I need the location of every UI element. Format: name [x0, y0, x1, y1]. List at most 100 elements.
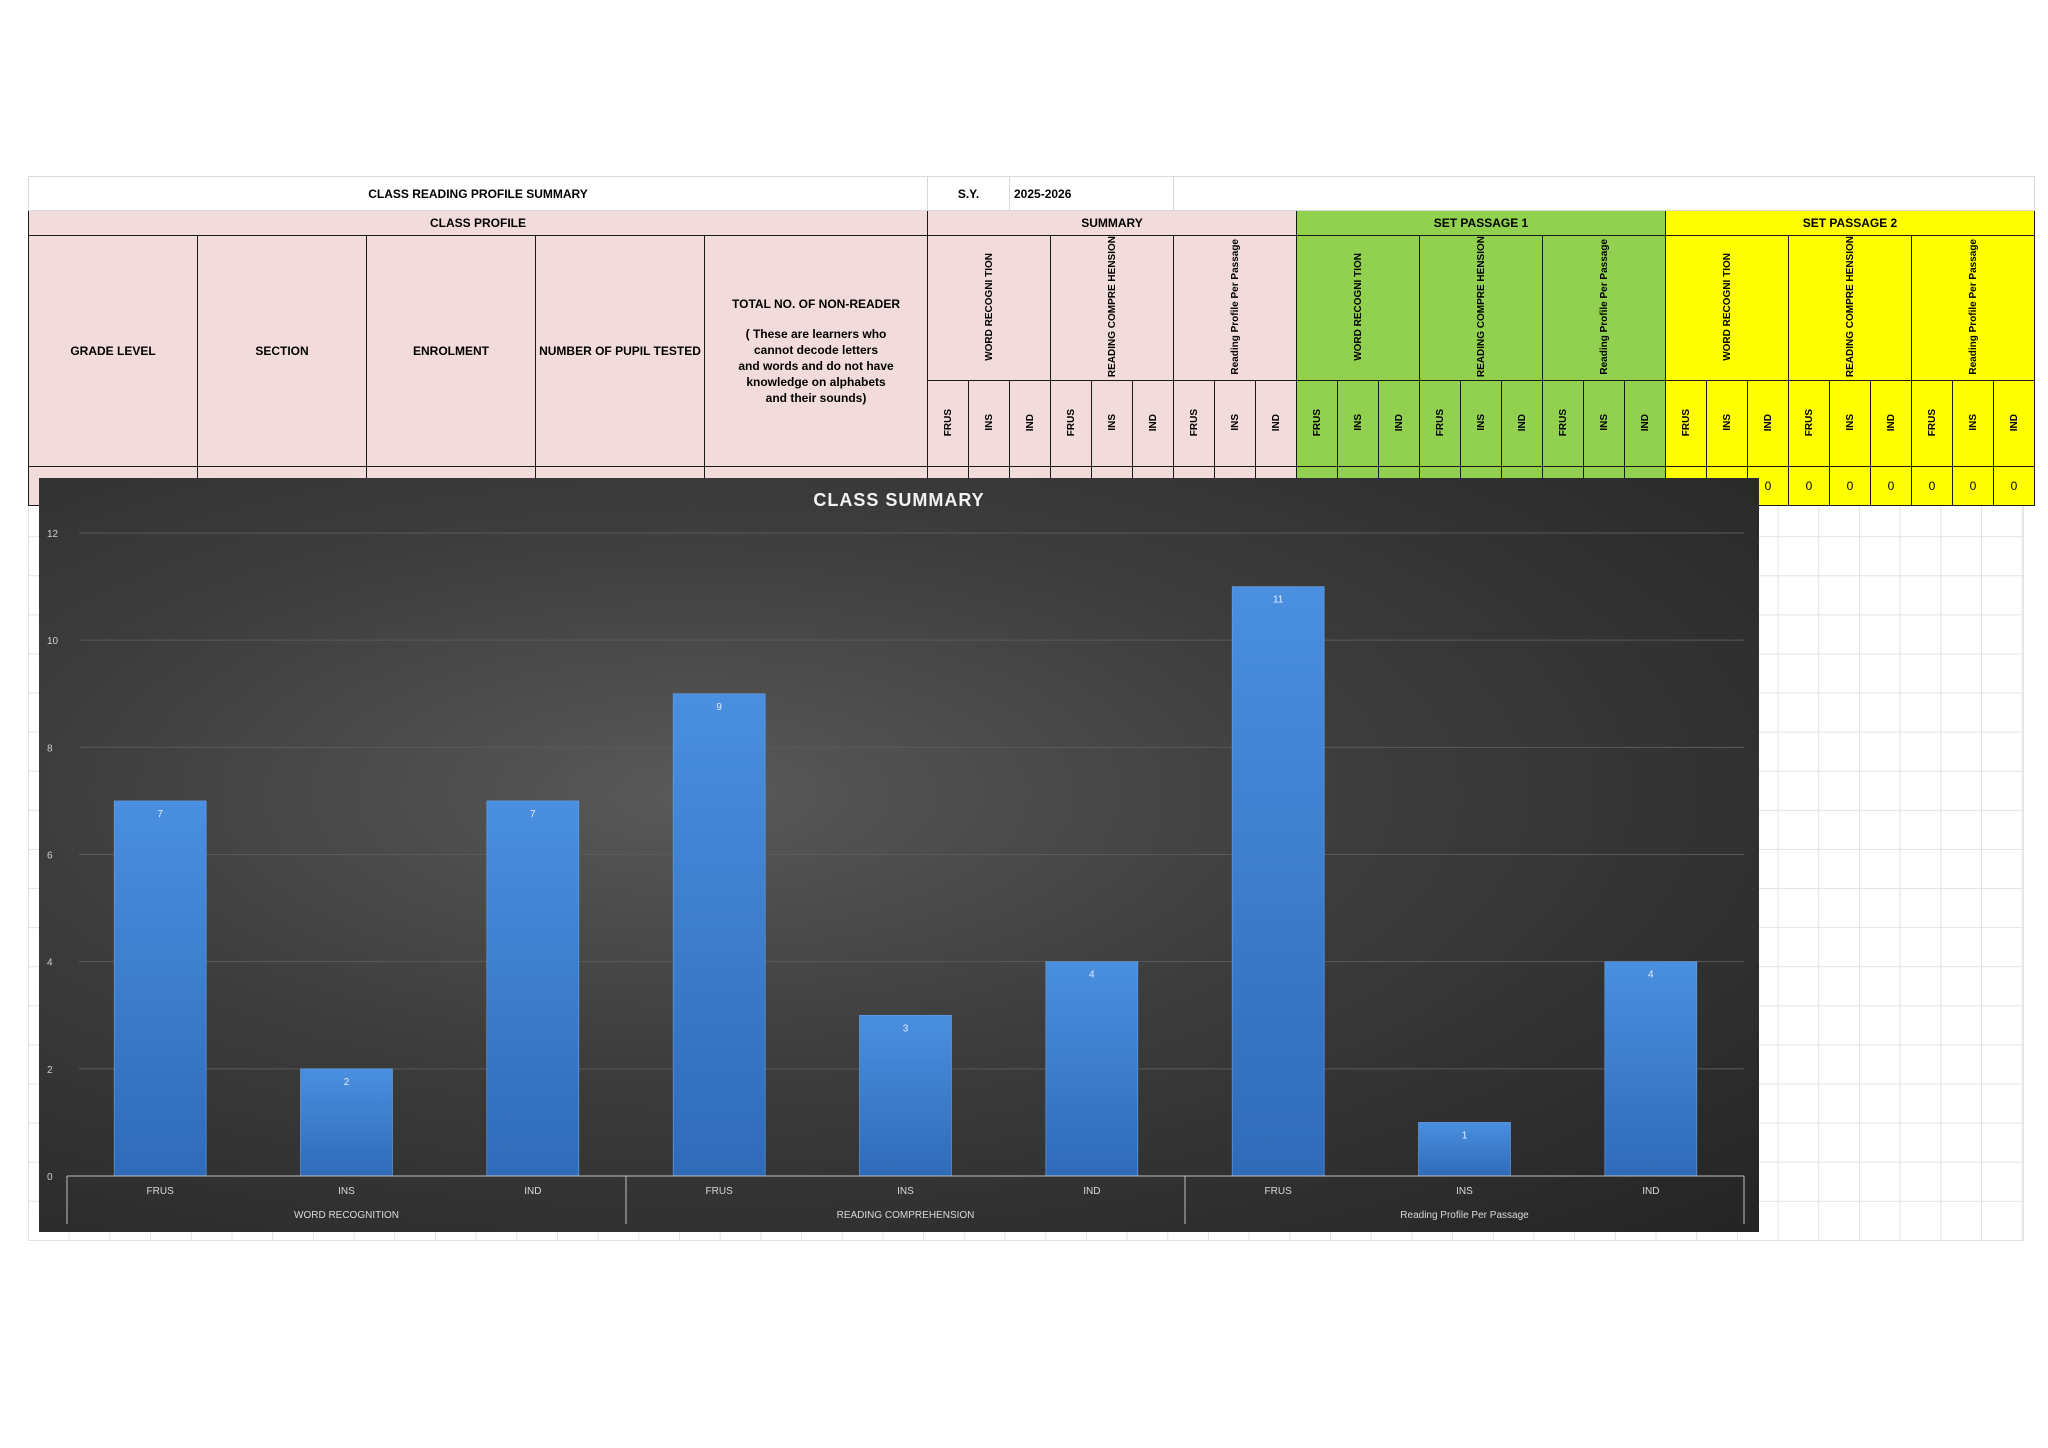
sub-header-ind: IND — [1993, 380, 2035, 468]
summary-reading-profile-header: Reading Profile Per Passage — [1173, 234, 1297, 382]
chart-title: CLASS SUMMARY — [813, 490, 985, 510]
sub-label: IND — [1639, 413, 1651, 431]
bar — [1231, 586, 1325, 1177]
sub-label: FRUS — [1557, 408, 1569, 436]
y-tick-label: 12 — [47, 529, 59, 540]
x-tick-label: IND — [1642, 1186, 1659, 1197]
non-reader-note-line: and words and do not have — [738, 359, 894, 374]
sub-header-frus: FRUS — [1419, 380, 1461, 468]
sub-label: IND — [1393, 413, 1405, 431]
passage2-value-cell[interactable]: 0 — [1829, 466, 1871, 507]
y-tick-label: 6 — [47, 851, 53, 862]
empty-cell — [1173, 176, 2035, 211]
group-label: READING COMPRE HENSION — [1844, 236, 1856, 378]
bar — [672, 693, 766, 1177]
p2-word-recognition-header: WORD RECOGNI TION — [1665, 234, 1789, 382]
set-passage-2-header: SET PASSAGE 2 — [1665, 210, 2035, 236]
sub-label: INS — [1106, 413, 1118, 431]
sub-label: INS — [1598, 413, 1610, 431]
p1-reading-profile-header: Reading Profile Per Passage — [1542, 234, 1666, 382]
bar — [859, 1014, 952, 1177]
class-summary-chart[interactable]: CLASS SUMMARY 0 2 4 6 8 10 12 7 FRUS 2 INS 7 IND 9 FRU… — [39, 478, 1759, 1232]
non-reader-note-line: and their sounds) — [765, 391, 867, 406]
y-tick-label: 10 — [47, 636, 59, 647]
group-label: WORD RECOGNI TION — [1352, 252, 1364, 361]
sub-label: INS — [1475, 413, 1487, 431]
sub-header-ins: INS — [1706, 380, 1748, 468]
grade-level-header: GRADE LEVEL — [28, 234, 198, 468]
group-axis-label: Reading Profile Per Passage — [1400, 1210, 1529, 1221]
x-tick-label: INS — [1456, 1186, 1473, 1197]
bar — [486, 800, 580, 1177]
bar-data-label: 3 — [903, 1023, 909, 1034]
sub-label: INS — [1721, 413, 1733, 431]
sub-header-ind: IND — [1255, 380, 1297, 468]
bar — [1418, 1122, 1511, 1177]
reading-profile-table: CLASS READING PROFILE SUMMARY S.Y. 2025-… — [28, 176, 2035, 507]
sub-label: FRUS — [1680, 408, 1692, 436]
x-tick-label: INS — [897, 1186, 914, 1197]
sub-label: INS — [1844, 413, 1856, 431]
sub-label: IND — [1516, 413, 1528, 431]
bar-data-label: 7 — [530, 809, 536, 820]
bar — [1045, 961, 1139, 1177]
passage2-value-cell[interactable]: 0 — [1911, 466, 1953, 507]
sub-header-ins: INS — [1214, 380, 1256, 468]
passage2-value-cell[interactable]: 0 — [1952, 466, 1994, 507]
bar — [300, 1068, 393, 1177]
sub-header-frus: FRUS — [1173, 380, 1215, 468]
non-reader-note-line: cannot decode letters — [753, 343, 879, 358]
bar — [1604, 961, 1698, 1177]
summary-reading-comprehension-header: READING COMPRE HENSION — [1050, 234, 1174, 382]
bar-data-label: 1 — [1462, 1130, 1468, 1141]
sub-header-frus: FRUS — [1665, 380, 1707, 468]
sub-label: INS — [1967, 413, 1979, 431]
sub-header-ind: IND — [1501, 380, 1543, 468]
chart-plot: 0 2 4 6 8 10 12 7 FRUS 2 INS 7 IND 9 FRUS 3 INS 4 IND 11 FRU… — [47, 529, 1745, 1224]
sub-header-ins: INS — [1337, 380, 1379, 468]
p2-reading-profile-header: Reading Profile Per Passage — [1911, 234, 2035, 382]
group-label: WORD RECOGNI TION — [1721, 252, 1733, 361]
sub-header-ins: INS — [968, 380, 1010, 468]
non-reader-header: TOTAL NO. OF NON-READER ( These are lear… — [704, 234, 928, 468]
passage2-value-cell[interactable]: 0 — [1788, 466, 1830, 507]
passage2-value-cell[interactable]: 0 — [1993, 466, 2035, 507]
bar-data-label: 2 — [344, 1077, 350, 1088]
sub-header-ins: INS — [1952, 380, 1994, 468]
sub-label: IND — [1147, 413, 1159, 431]
sub-header-ins: INS — [1583, 380, 1625, 468]
p1-word-recognition-header: WORD RECOGNI TION — [1296, 234, 1420, 382]
sub-label: FRUS — [1434, 408, 1446, 436]
bar-data-label: 4 — [1648, 970, 1654, 981]
sub-header-frus: FRUS — [927, 380, 969, 468]
sub-label: IND — [1885, 413, 1897, 431]
sub-label: IND — [2008, 413, 2020, 431]
pupils-tested-header: NUMBER OF PUPIL TESTED — [535, 234, 705, 468]
sub-label: FRUS — [1803, 408, 1815, 436]
sub-label: FRUS — [1926, 408, 1938, 436]
sub-header-ins: INS — [1091, 380, 1133, 468]
x-tick-label: FRUS — [706, 1186, 734, 1197]
x-tick-label: IND — [524, 1186, 541, 1197]
passage2-value-cell[interactable]: 0 — [1870, 466, 1912, 507]
sub-label: FRUS — [1065, 408, 1077, 436]
y-tick-label: 0 — [47, 1172, 53, 1183]
group-label: WORD RECOGNI TION — [983, 252, 995, 361]
x-tick-label: FRUS — [147, 1186, 175, 1197]
sub-header-ind: IND — [1624, 380, 1666, 468]
sub-header-ind: IND — [1378, 380, 1420, 468]
bar — [113, 800, 207, 1177]
enrolment-header: ENROLMENT — [366, 234, 536, 468]
sub-label: FRUS — [1188, 408, 1200, 436]
sub-header-ins: INS — [1829, 380, 1871, 468]
set-passage-1-header: SET PASSAGE 1 — [1296, 210, 1666, 236]
y-tick-label: 8 — [47, 743, 53, 754]
sub-label: IND — [1270, 413, 1282, 431]
non-reader-note-line: knowledge on alphabets — [746, 375, 886, 390]
sub-header-ind: IND — [1747, 380, 1789, 468]
sub-header-ind: IND — [1132, 380, 1174, 468]
x-tick-label: FRUS — [1265, 1186, 1293, 1197]
section-header: SECTION — [197, 234, 367, 468]
group-label: Reading Profile Per Passage — [1229, 238, 1241, 375]
sub-header-frus: FRUS — [1911, 380, 1953, 468]
